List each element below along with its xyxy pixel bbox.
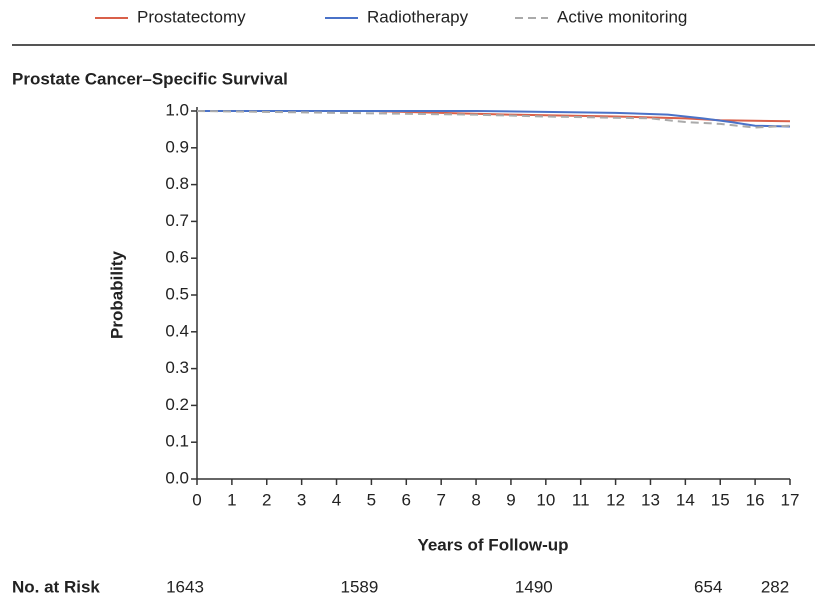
x-tick-label: 6 [402, 490, 411, 509]
y-tick-label: 1.0 [165, 100, 189, 119]
x-tick-label: 9 [506, 490, 515, 509]
x-tick-label: 11 [572, 490, 590, 509]
at-risk-value: 654 [694, 577, 722, 596]
y-axis-label: Probability [107, 251, 126, 339]
series-line [197, 110, 791, 123]
chart-title: Prostate Cancer–Specific Survival [12, 69, 288, 88]
y-tick-label: 0.6 [165, 248, 189, 267]
y-tick-label: 0.3 [165, 358, 189, 377]
y-tick-label: 0.5 [165, 284, 189, 303]
x-tick-label: 13 [641, 490, 660, 509]
legend-label: Prostatectomy [137, 7, 246, 26]
x-axis-label: Years of Follow-up [417, 535, 568, 554]
x-tick-label: 0 [192, 490, 201, 509]
x-tick-label: 15 [711, 490, 730, 509]
x-tick-label: 1 [227, 490, 236, 509]
x-tick-label: 10 [536, 490, 555, 509]
x-tick-label: 14 [676, 490, 695, 509]
y-tick-label: 0.2 [165, 395, 189, 414]
x-tick-label: 4 [332, 490, 341, 509]
at-risk-value: 282 [761, 577, 789, 596]
at-risk-value: 1490 [515, 577, 553, 596]
y-tick-label: 0.0 [165, 468, 189, 487]
x-tick-label: 7 [436, 490, 445, 509]
x-tick-label: 16 [746, 490, 765, 509]
y-tick-label: 0.9 [165, 137, 189, 156]
at-risk-value: 1643 [166, 577, 204, 596]
y-tick-label: 0.7 [165, 211, 189, 230]
legend-label: Radiotherapy [367, 7, 469, 26]
y-tick-label: 0.1 [165, 432, 189, 451]
series-line [196, 110, 791, 129]
x-tick-label: 8 [471, 490, 480, 509]
y-tick-label: 0.8 [165, 174, 189, 193]
x-tick-label: 17 [781, 490, 800, 509]
y-tick-label: 0.4 [165, 321, 189, 340]
series-line [197, 110, 791, 128]
legend-label: Active monitoring [557, 7, 687, 26]
x-tick-label: 3 [297, 490, 306, 509]
at-risk-label: No. at Risk [12, 577, 100, 596]
x-tick-label: 2 [262, 490, 271, 509]
x-tick-label: 5 [367, 490, 376, 509]
x-tick-label: 12 [606, 490, 625, 509]
at-risk-value: 1589 [340, 577, 378, 596]
